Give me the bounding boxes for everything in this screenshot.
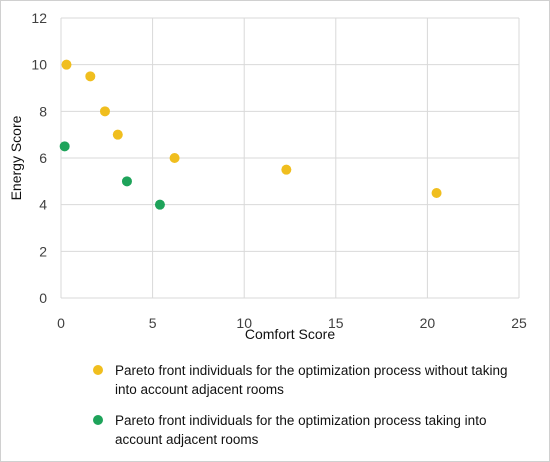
x-tick-label: 15 xyxy=(328,315,344,331)
data-point-series-2 xyxy=(59,141,70,152)
legend-marker-series-1 xyxy=(93,365,103,375)
data-point-series-1 xyxy=(112,129,123,140)
x-tick-label: 0 xyxy=(57,315,65,331)
y-tick-label: 8 xyxy=(39,103,47,119)
x-axis-title: Comfort Score xyxy=(245,326,335,342)
data-point-series-1 xyxy=(85,71,96,82)
x-tick-label: 10 xyxy=(236,315,252,331)
legend-label-series-1: Pareto front individuals for the optimiz… xyxy=(115,363,508,397)
y-tick-label: 10 xyxy=(31,57,47,73)
y-axis-title: Energy Score xyxy=(8,115,24,200)
y-tick-label: 6 xyxy=(39,150,47,166)
y-tick-label: 2 xyxy=(39,243,47,259)
x-tick-label: 25 xyxy=(511,315,527,331)
data-point-series-2 xyxy=(121,176,132,187)
x-tick-label: 5 xyxy=(149,315,157,331)
data-point-series-2 xyxy=(154,199,165,210)
x-tick-label: 20 xyxy=(420,315,436,331)
y-tick-label: 4 xyxy=(39,197,47,213)
legend-label-series-2: Pareto front individuals for the optimiz… xyxy=(115,413,487,447)
legend-marker-series-2 xyxy=(93,415,103,425)
data-point-series-1 xyxy=(431,188,442,198)
data-point-series-1 xyxy=(169,153,180,163)
y-tick-label: 0 xyxy=(39,290,47,306)
data-point-series-1 xyxy=(281,164,292,175)
data-point-series-1 xyxy=(99,106,110,117)
y-tick-label: 12 xyxy=(31,10,47,26)
data-point-series-1 xyxy=(61,59,72,70)
scatter-chart: 0 2 4 6 8 10 12 0 5 10 15 20 25 Comfort Score Energy S… xyxy=(8,10,527,342)
